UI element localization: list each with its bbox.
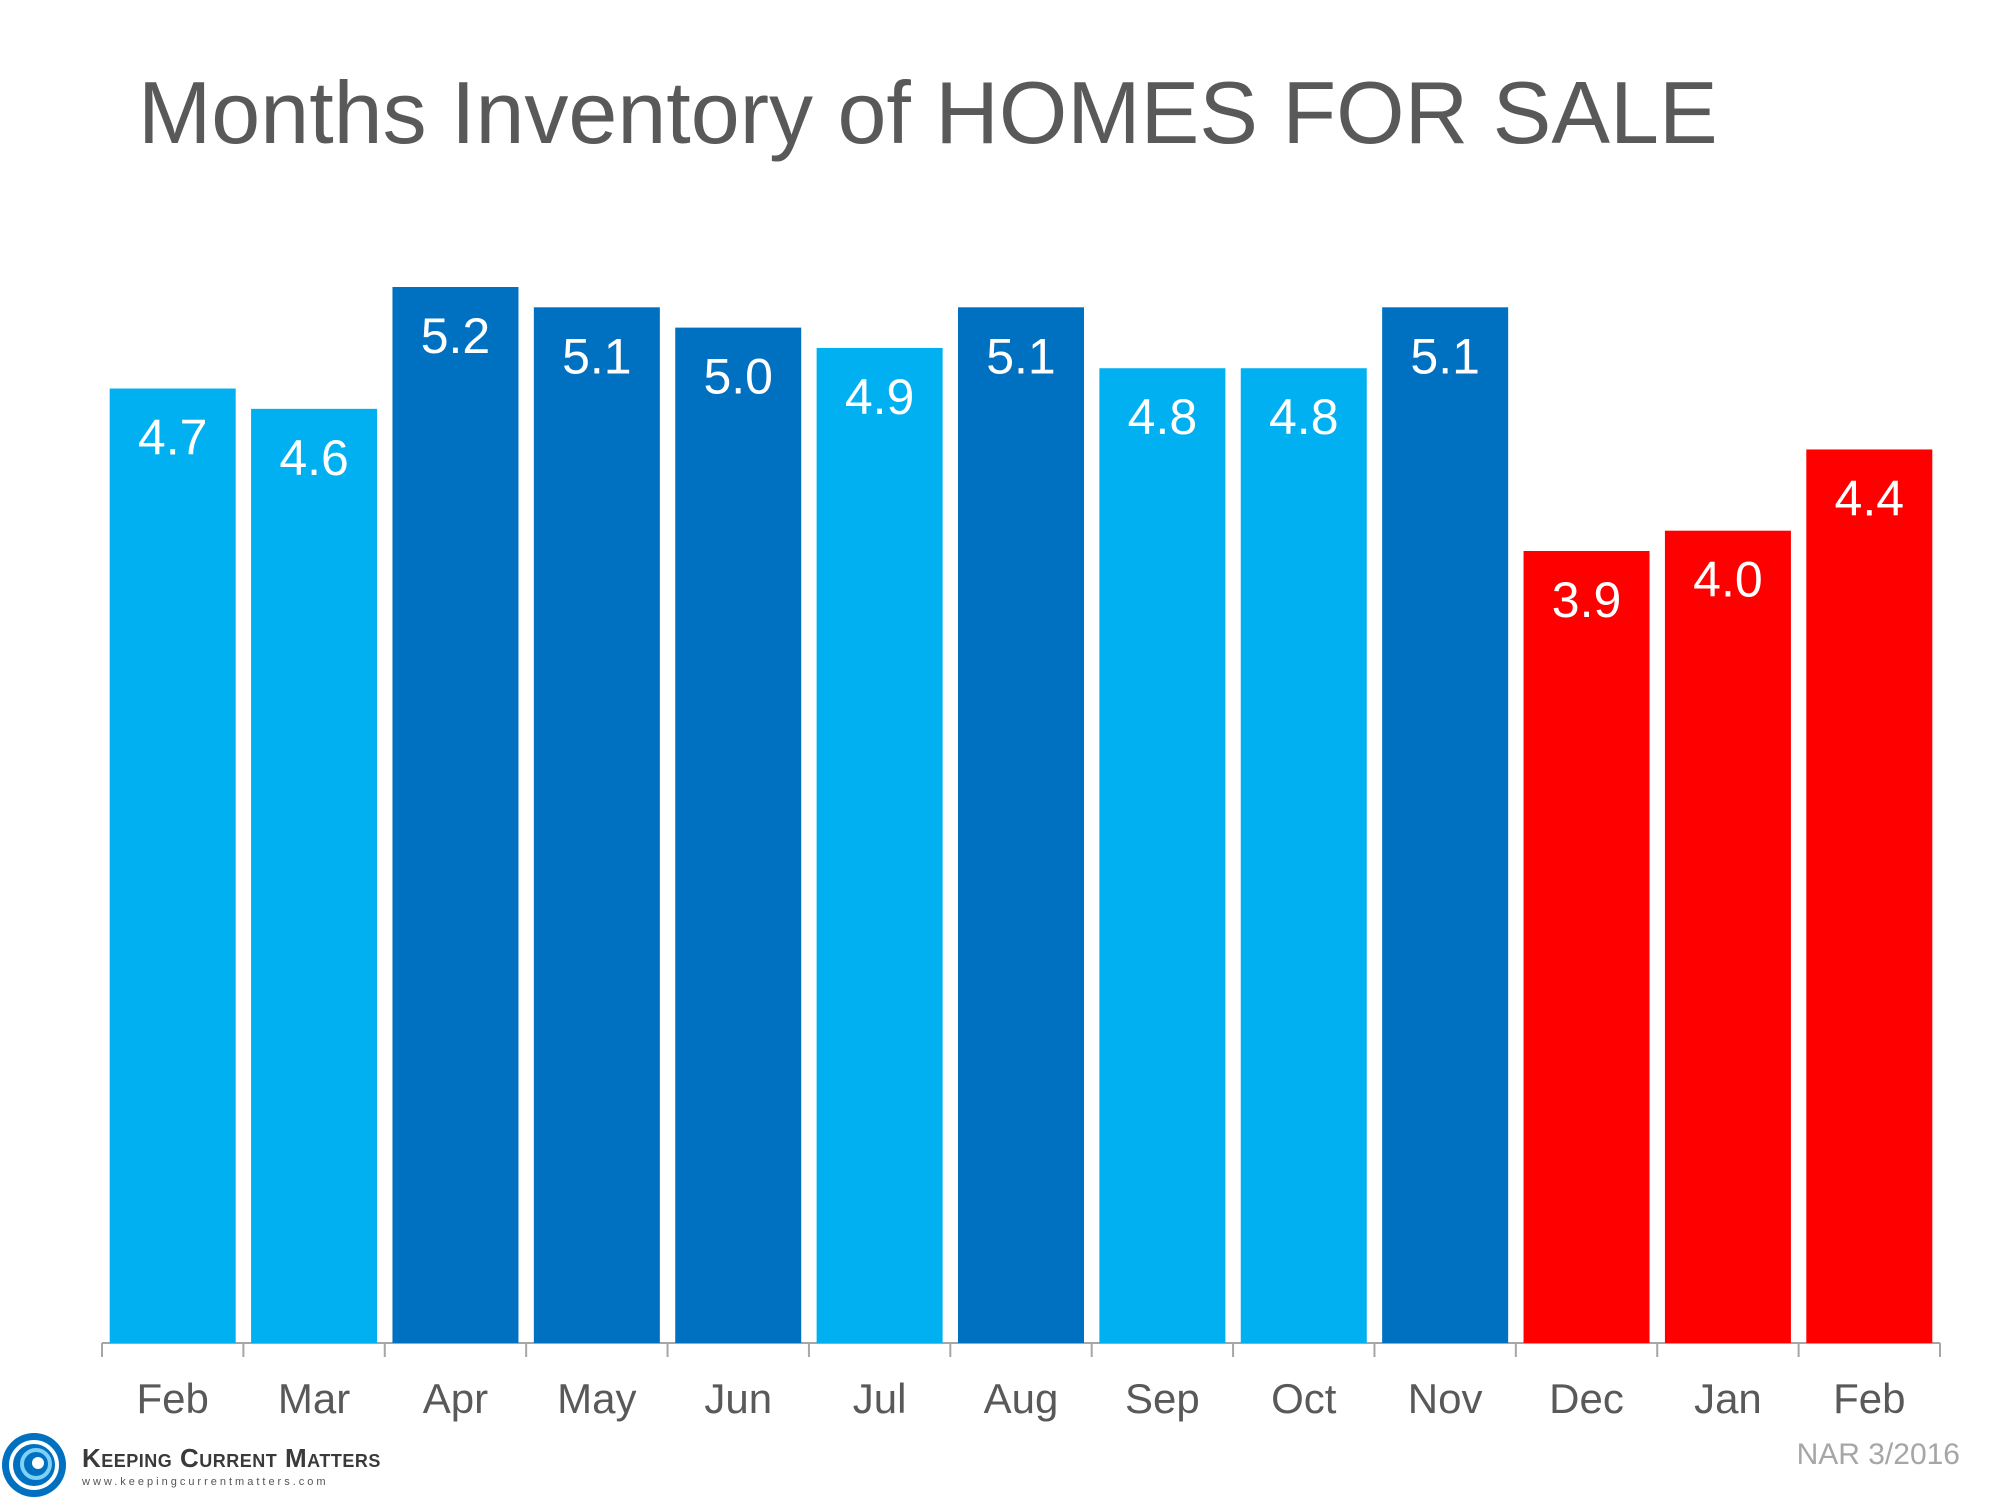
bar-aug-6 [958, 307, 1084, 1344]
data-label: 4.4 [1835, 470, 1905, 526]
x-tick-label: Sep [1125, 1375, 1200, 1422]
logo-url: www.keepingcurrentmatters.com [82, 1475, 329, 1488]
bar-mar-1 [251, 408, 378, 1343]
bar-jul-5 [816, 347, 943, 1343]
data-label: 4.6 [279, 430, 349, 486]
bar-nov-9 [1382, 307, 1509, 1344]
x-tick-label: Jan [1694, 1375, 1762, 1422]
logo-name: Keeping Current Matters [82, 1442, 381, 1473]
x-tick-label: Feb [137, 1375, 209, 1422]
x-tick-label: Aug [984, 1375, 1059, 1422]
bar-may-3 [533, 307, 660, 1344]
bar-dec-10 [1523, 551, 1650, 1343]
x-tick-label: Nov [1408, 1375, 1483, 1422]
bar-feb-0 [109, 388, 236, 1343]
x-tick-label: Apr [423, 1375, 488, 1422]
x-tick-label: Dec [1549, 1375, 1624, 1422]
data-label: 4.8 [1128, 389, 1198, 445]
data-label: 4.9 [845, 369, 915, 425]
x-tick-label: Oct [1271, 1375, 1337, 1422]
bar-jun-4 [675, 327, 802, 1344]
bar-feb-12 [1806, 449, 1933, 1343]
swirl-logo-icon [2, 1433, 66, 1497]
data-label: 4.0 [1693, 552, 1763, 608]
bar-sep-7 [1099, 368, 1226, 1343]
data-label: 5.1 [1410, 328, 1480, 384]
bar-oct-8 [1240, 368, 1367, 1343]
x-tick-label: Feb [1833, 1375, 1905, 1422]
x-tick-label: Jun [704, 1375, 772, 1422]
bar-apr-2 [392, 287, 519, 1343]
data-label: 4.7 [138, 410, 208, 466]
data-label: 5.1 [986, 328, 1056, 384]
x-tick-label: Jul [853, 1375, 907, 1422]
bar-jan-11 [1664, 530, 1791, 1343]
data-label: 5.2 [421, 308, 491, 364]
data-label: 4.8 [1269, 389, 1339, 445]
chart-title: Months Inventory of HOMES FOR SALE [138, 63, 1718, 162]
data-label: 5.0 [703, 349, 773, 405]
x-tick-label: May [557, 1375, 636, 1422]
data-label: 3.9 [1552, 572, 1622, 628]
source-note: NAR 3/2016 [1796, 1438, 1960, 1471]
company-logo: Keeping Current Matters www.keepingcurre… [0, 1430, 381, 1500]
x-tick-label: Mar [278, 1375, 350, 1422]
data-label: 5.1 [562, 328, 632, 384]
